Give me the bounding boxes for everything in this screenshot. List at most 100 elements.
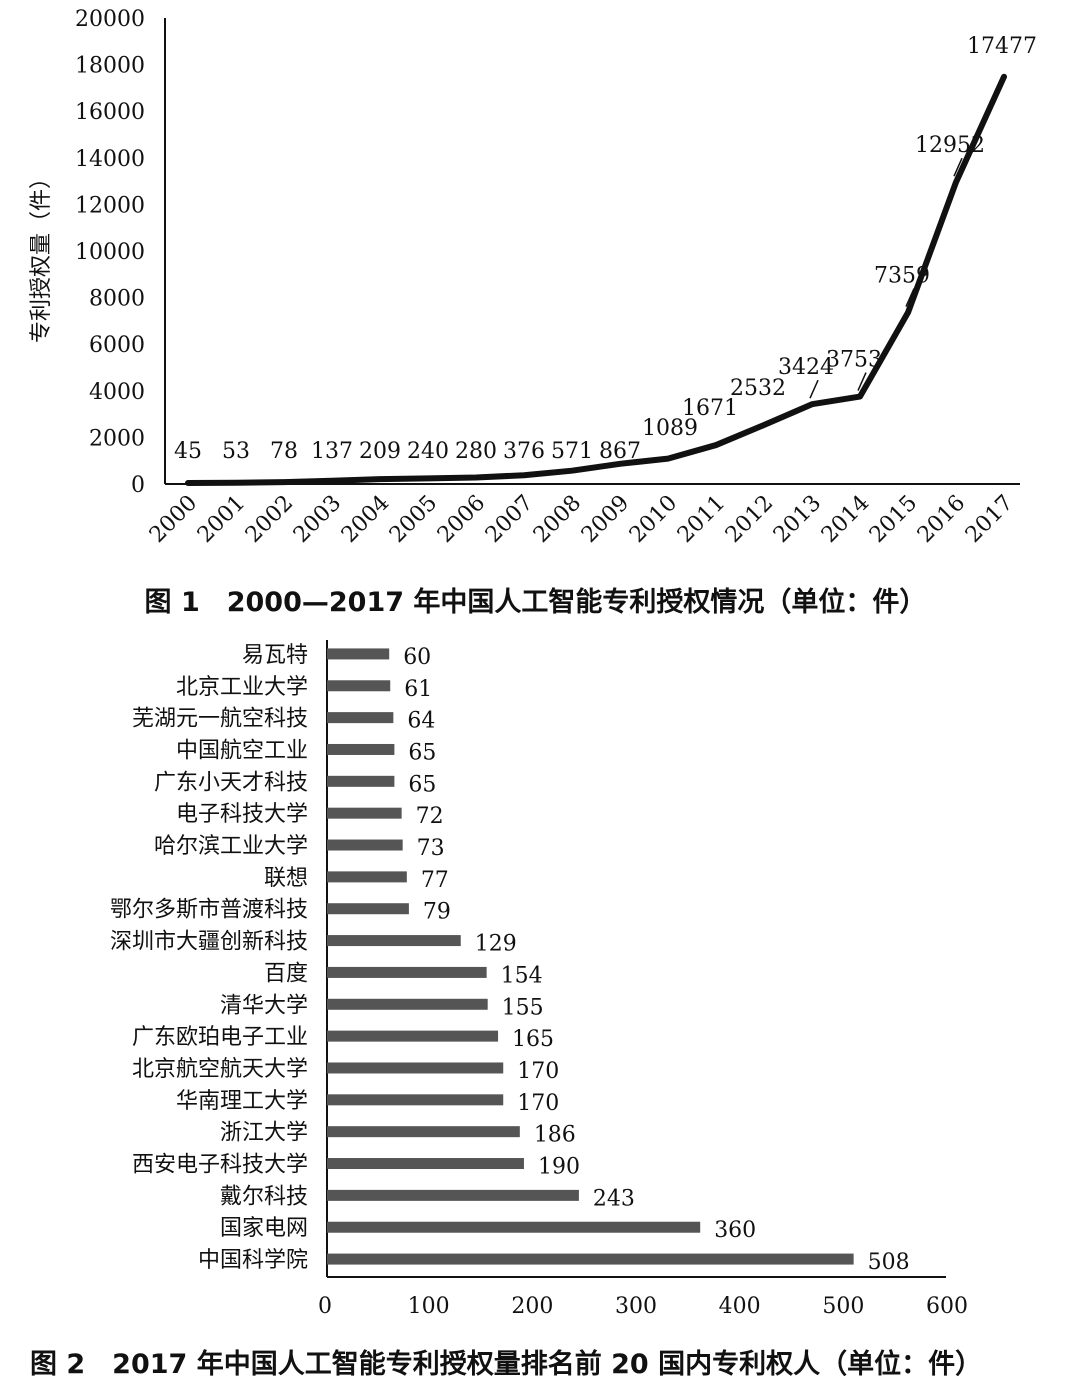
bar-value-label: 186 — [534, 1123, 576, 1148]
bar-value-label: 73 — [417, 836, 445, 861]
series-line-path — [185, 73, 1007, 486]
figure-1-caption: 图 1 2000—2017 年中国人工智能专利授权情况（单位：件） — [144, 587, 927, 618]
category-label: 西安电子科技大学 — [132, 1153, 308, 1178]
data-label: 1089 — [642, 416, 698, 441]
bar-value-label: 165 — [512, 1027, 554, 1052]
bar — [327, 1126, 520, 1138]
bar — [327, 648, 390, 660]
data-label: 78 — [270, 439, 298, 464]
bar — [327, 1189, 579, 1201]
y-tick-label: 14000 — [75, 147, 145, 172]
x-tick-label: 2003 — [289, 491, 346, 548]
category-label: 鄂尔多斯市普渡科技 — [110, 898, 308, 923]
category-label: 中国科学院 — [198, 1248, 308, 1273]
bar-value-label: 77 — [421, 868, 449, 893]
y-tick-label: 12000 — [75, 193, 145, 218]
y-tick-label: 10000 — [75, 240, 145, 265]
bar — [327, 935, 461, 947]
data-label: 45 — [174, 439, 202, 464]
category-label: 国家电网 — [220, 1216, 308, 1241]
x-tick-label: 200 — [511, 1294, 553, 1319]
x-tick-label: 600 — [926, 1294, 968, 1319]
y-tick-label: 16000 — [75, 100, 145, 125]
data-label: 571 — [551, 439, 593, 464]
line-chart-axes — [164, 18, 1020, 485]
category-label: 易瓦特 — [242, 643, 308, 668]
x-tick-label: 2008 — [529, 491, 586, 548]
x-tick-label: 2013 — [769, 491, 826, 548]
category-label: 北京航空航天大学 — [132, 1057, 308, 1082]
data-label: 867 — [599, 439, 641, 464]
bar — [327, 775, 395, 787]
bar-value-label: 65 — [408, 772, 436, 797]
x-tick-label: 2014 — [817, 491, 874, 548]
bar-value-label: 508 — [868, 1250, 910, 1275]
x-tick-label: 2015 — [865, 491, 922, 548]
series-line — [185, 73, 1007, 486]
bar-value-label: 79 — [423, 900, 451, 925]
x-tick-label: 0 — [318, 1294, 332, 1319]
bar-value-label: 170 — [517, 1091, 559, 1116]
category-label: 北京工业大学 — [176, 675, 308, 700]
x-tick-label: 2001 — [193, 491, 250, 548]
x-tick-label: 2012 — [721, 491, 778, 548]
x-tick-label: 2004 — [337, 491, 394, 548]
category-label: 芜湖元一航空科技 — [132, 707, 308, 732]
bar — [327, 1062, 504, 1074]
data-label-leader — [953, 157, 963, 177]
bar — [327, 1030, 499, 1042]
bar-value-label: 64 — [407, 709, 435, 734]
x-tick-label: 400 — [719, 1294, 761, 1319]
bar — [327, 1221, 701, 1233]
data-label-leader — [809, 379, 819, 399]
y-tick-label: 18000 — [75, 54, 145, 79]
bar-value-label: 154 — [501, 963, 543, 988]
bar — [327, 839, 403, 851]
category-label: 百度 — [264, 961, 308, 986]
bar — [327, 1094, 504, 1106]
figure-2-caption: 图 2 2017 年中国人工智能专利授权量排名前 20 国内专利权人（单位：件） — [30, 1349, 983, 1380]
bars — [327, 648, 854, 1265]
bar-value-label: 190 — [538, 1155, 580, 1180]
bar — [327, 1158, 524, 1170]
category-label: 电子科技大学 — [176, 802, 308, 827]
bar-value-label: 129 — [475, 932, 517, 957]
bar-value-label: 360 — [714, 1218, 756, 1243]
data-labels: 45 53 78 137 209 240 280 376 571 8671089167125323… — [174, 34, 1037, 464]
bar-value-label: 72 — [416, 804, 444, 829]
x-tick-label: 500 — [822, 1294, 864, 1319]
category-label: 清华大学 — [220, 993, 308, 1018]
data-label: 3424 — [778, 355, 834, 380]
data-label: 2532 — [730, 376, 786, 401]
x-tick-label: 2007 — [481, 491, 538, 548]
bar — [327, 998, 488, 1010]
x-tick-label: 2017 — [961, 491, 1018, 548]
y-tick-label: 2000 — [89, 426, 145, 451]
x-tick-label: 2016 — [913, 491, 970, 548]
category-label: 中国航空工业 — [176, 738, 308, 763]
y-tick-label: 0 — [131, 473, 145, 498]
x-tick-labels: 0 100 200 300 400 500 600 — [318, 1294, 968, 1319]
x-tick-label: 2002 — [241, 491, 298, 548]
category-labels: 易瓦特北京工业大学芜湖元一航空科技中国航空工业广东小天才科技电子科技大学哈尔滨工… — [110, 643, 308, 1273]
bar-value-label: 61 — [404, 677, 432, 702]
x-tick-label: 2000 — [145, 491, 202, 548]
bar — [327, 807, 402, 819]
category-label: 华南理工大学 — [176, 1089, 308, 1114]
bar-value-labels: 60 61 64 65 65 72 73 77 79 129 154 155 165 170 170 186 1… — [403, 645, 909, 1275]
data-label: 280 — [455, 439, 497, 464]
category-label: 哈尔滨工业大学 — [154, 834, 308, 859]
y-tick-labels: 0 2000 4000 6000 8000 10000 12000 14000 16000 180… — [75, 7, 145, 498]
data-label: 1671 — [682, 396, 738, 421]
line-chart: 0200040006000800010000120001400016000180… — [29, 7, 1037, 548]
bar — [327, 743, 395, 755]
y-tick-label: 8000 — [89, 287, 145, 312]
category-label: 广东小天才科技 — [154, 770, 308, 795]
bar-chart: 易瓦特北京工业大学芜湖元一航空科技中国航空工业广东小天才科技电子科技大学哈尔滨工… — [110, 640, 968, 1319]
category-label: 戴尔科技 — [220, 1184, 308, 1209]
category-label: 联想 — [264, 866, 308, 891]
bar-value-label: 65 — [408, 740, 436, 765]
data-label: 376 — [503, 439, 545, 464]
category-label: 广东欧珀电子工业 — [132, 1025, 308, 1050]
bar — [327, 680, 391, 692]
